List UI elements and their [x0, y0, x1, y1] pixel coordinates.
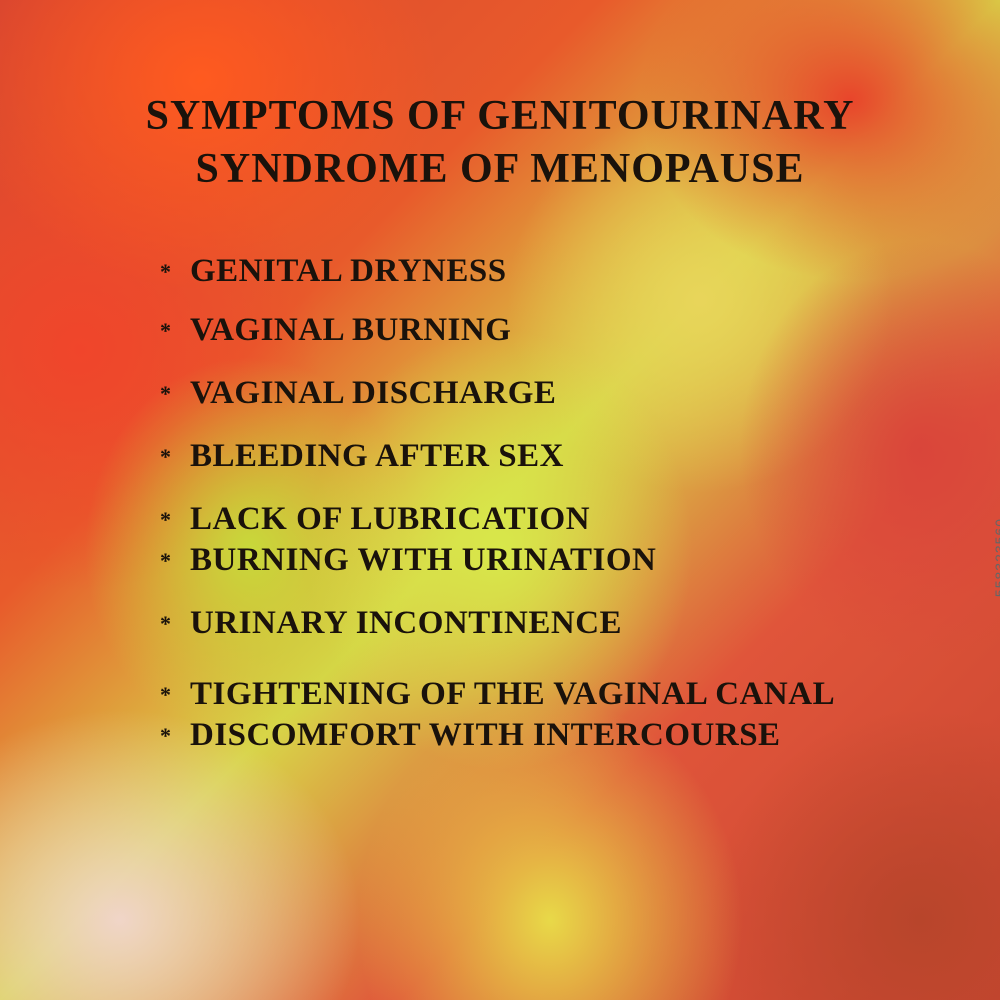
list-item: *BLEEDING AFTER SEX: [160, 438, 920, 475]
bullet-icon: *: [160, 318, 190, 344]
list-item: *GENITAL DRYNESS: [160, 253, 920, 290]
title-line-2: SYNDROME OF MENOPAUSE: [196, 146, 805, 192]
list-item-label: VAGINAL BURNING: [190, 312, 511, 349]
list-item-label: VAGINAL DISCHARGE: [190, 375, 556, 412]
list-item-label: GENITAL DRYNESS: [190, 253, 507, 290]
list-item-label: BLEEDING AFTER SEX: [190, 438, 564, 475]
watermark-text: 558323560: [992, 500, 1000, 597]
list-item: *BURNING WITH URINATION: [160, 542, 920, 579]
bullet-icon: *: [160, 444, 190, 470]
infographic-title: SYMPTOMS OF GENITOURINARY SYNDROME OF ME…: [80, 90, 920, 195]
content-block: SYMPTOMS OF GENITOURINARY SYNDROME OF ME…: [0, 90, 1000, 754]
bullet-icon: *: [160, 381, 190, 407]
list-item-label: BURNING WITH URINATION: [190, 542, 656, 579]
list-item-label: URINARY INCONTINENCE: [190, 605, 622, 642]
bullet-icon: *: [160, 259, 190, 285]
bullet-icon: *: [160, 507, 190, 533]
bullet-icon: *: [160, 611, 190, 637]
list-item-label: TIGHTENING OF THE VAGINAL CANAL: [190, 676, 835, 713]
bullet-icon: *: [160, 723, 190, 749]
list-item-label: DISCOMFORT WITH INTERCOURSE: [190, 717, 781, 754]
list-item: *DISCOMFORT WITH INTERCOURSE: [160, 717, 920, 754]
list-item: *VAGINAL DISCHARGE: [160, 375, 920, 412]
list-item-label: LACK OF LUBRICATION: [190, 501, 590, 538]
bullet-icon: *: [160, 682, 190, 708]
symptom-list: *GENITAL DRYNESS*VAGINAL BURNING*VAGINAL…: [80, 253, 920, 754]
title-line-1: SYMPTOMS OF GENITOURINARY: [146, 93, 855, 139]
list-item: *VAGINAL BURNING: [160, 312, 920, 349]
list-item: *LACK OF LUBRICATION: [160, 501, 920, 538]
bullet-icon: *: [160, 548, 190, 574]
list-item: *URINARY INCONTINENCE: [160, 605, 920, 642]
list-item: *TIGHTENING OF THE VAGINAL CANAL: [160, 676, 920, 713]
infographic-canvas: SYMPTOMS OF GENITOURINARY SYNDROME OF ME…: [0, 0, 1000, 1000]
